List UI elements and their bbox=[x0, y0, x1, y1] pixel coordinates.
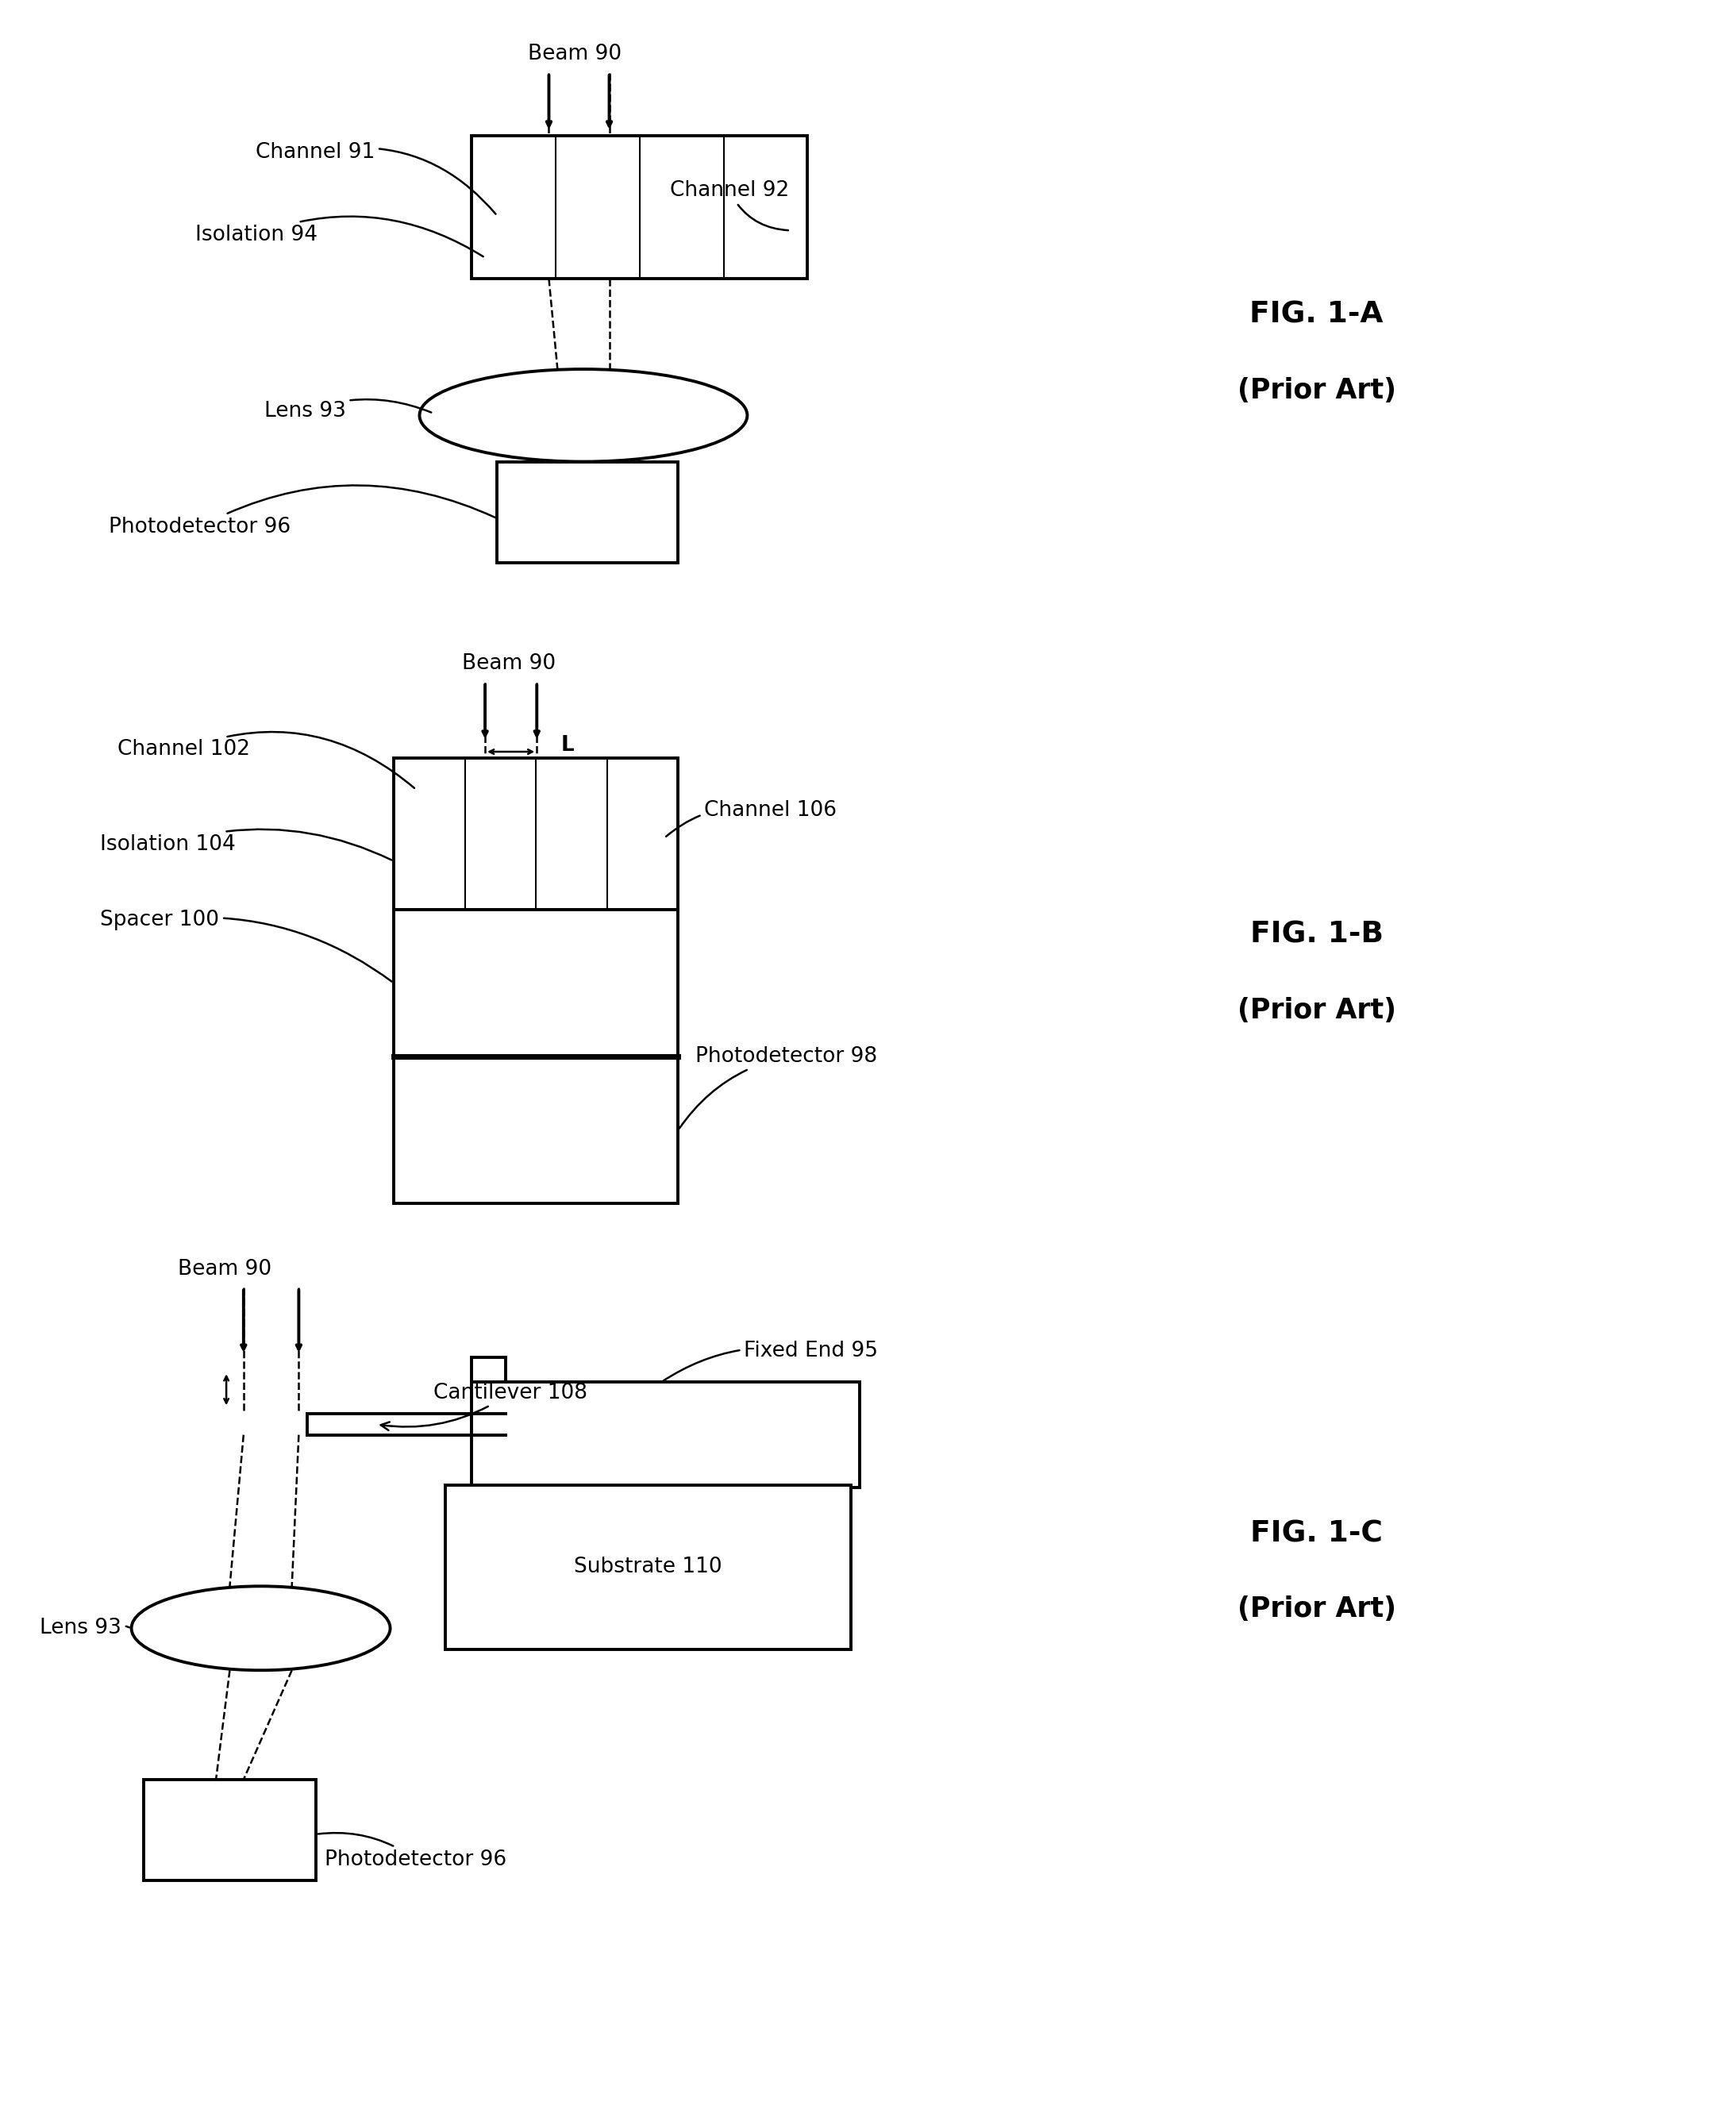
Text: Lens 93: Lens 93 bbox=[40, 1619, 130, 1638]
Bar bbox=[446, 1485, 851, 1650]
Bar bbox=[307, 1414, 470, 1435]
Text: Spacer 100: Spacer 100 bbox=[101, 909, 392, 983]
Text: Isolation 104: Isolation 104 bbox=[101, 828, 392, 860]
Text: Cantilever 108: Cantilever 108 bbox=[380, 1382, 587, 1431]
Text: (Prior Art): (Prior Art) bbox=[1238, 997, 1396, 1025]
Text: FIG. 1-A: FIG. 1-A bbox=[1250, 300, 1384, 330]
Text: Photodetector 96: Photodetector 96 bbox=[109, 486, 495, 537]
Text: Channel 102: Channel 102 bbox=[118, 731, 415, 788]
Text: Substrate 110: Substrate 110 bbox=[575, 1557, 722, 1578]
Text: FIG. 1-B: FIG. 1-B bbox=[1250, 921, 1384, 949]
Bar bbox=[394, 1056, 679, 1204]
Ellipse shape bbox=[420, 370, 746, 461]
Bar bbox=[144, 1779, 316, 1881]
Text: Beam 90: Beam 90 bbox=[179, 1259, 273, 1278]
Text: (Prior Art): (Prior Art) bbox=[1238, 1595, 1396, 1623]
Text: L: L bbox=[561, 735, 575, 756]
Text: Channel 106: Channel 106 bbox=[667, 801, 837, 837]
Text: Photodetector 96: Photodetector 96 bbox=[318, 1832, 507, 1870]
Bar bbox=[394, 759, 679, 909]
Text: (Prior Art): (Prior Art) bbox=[1238, 376, 1396, 404]
Text: Channel 92: Channel 92 bbox=[670, 180, 788, 230]
Text: Fixed End 95: Fixed End 95 bbox=[663, 1340, 878, 1382]
Text: Isolation 94: Isolation 94 bbox=[194, 216, 483, 256]
Text: Lens 93: Lens 93 bbox=[264, 399, 431, 420]
Text: Beam 90: Beam 90 bbox=[462, 653, 556, 674]
Text: FIG. 1-C: FIG. 1-C bbox=[1250, 1519, 1384, 1549]
Text: Beam 90: Beam 90 bbox=[528, 44, 621, 63]
Bar bbox=[496, 461, 679, 562]
Text: Channel 91: Channel 91 bbox=[255, 142, 496, 213]
Ellipse shape bbox=[132, 1587, 391, 1669]
Bar bbox=[470, 1382, 859, 1488]
Bar bbox=[470, 135, 807, 279]
Bar bbox=[394, 909, 679, 1056]
Text: Photodetector 98: Photodetector 98 bbox=[679, 1046, 877, 1128]
